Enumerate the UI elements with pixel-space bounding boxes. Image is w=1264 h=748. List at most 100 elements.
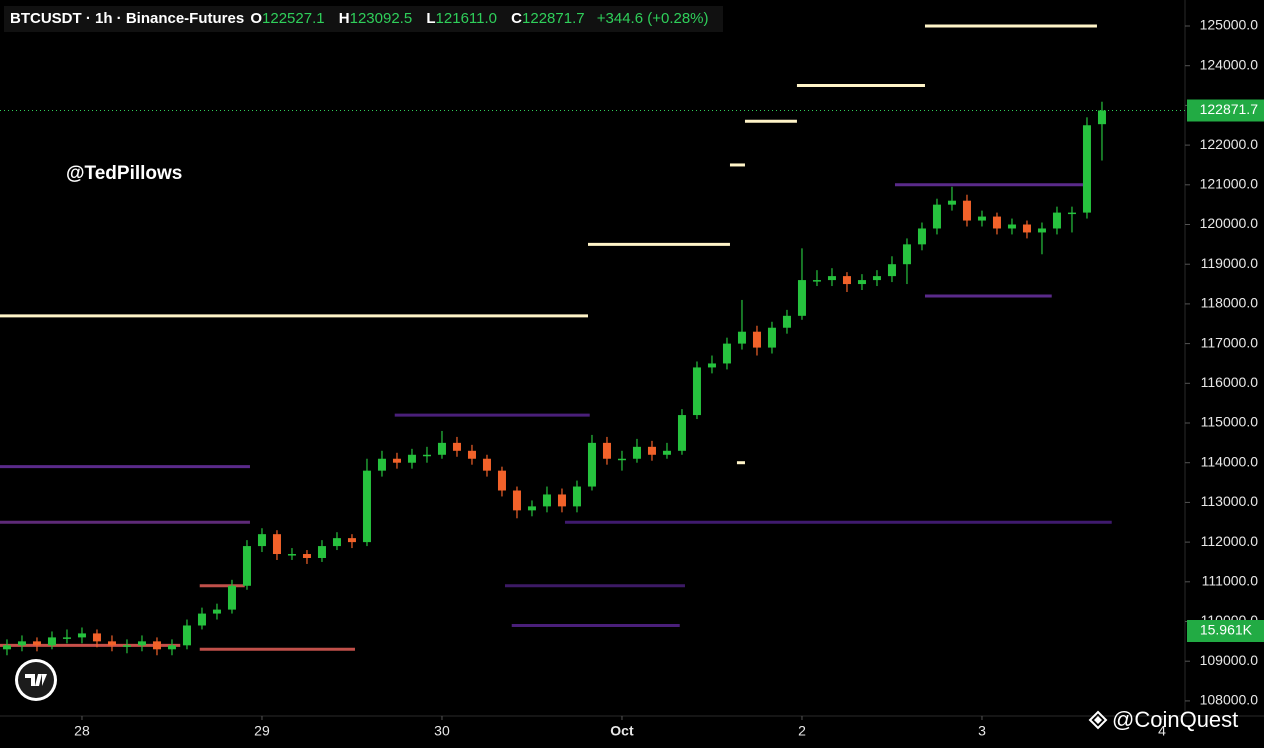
candle-body <box>737 331 746 344</box>
symbol: BTCUSDT · 1h · Binance-Futures <box>10 10 245 27</box>
x-tick-label: 28 <box>74 723 90 739</box>
x-tick-label: 3 <box>978 723 986 739</box>
last-price-label: 122871.7 <box>1200 101 1259 117</box>
candle-body <box>887 264 896 277</box>
candle-body <box>617 458 626 461</box>
candle-body <box>302 554 311 558</box>
candle-body <box>32 641 41 646</box>
candle-body <box>452 442 461 451</box>
o-label: O <box>250 10 263 27</box>
candle-body <box>467 450 476 459</box>
candle-body <box>47 637 56 646</box>
candle-body <box>1067 212 1076 215</box>
y-tick-label: 118000.0 <box>1201 295 1259 311</box>
open-value: 122527.1 <box>262 10 325 27</box>
candle-body <box>497 470 506 491</box>
tv-logo <box>15 659 57 701</box>
candle-body <box>212 609 221 614</box>
candle-body <box>422 454 431 457</box>
x-tick-label: 30 <box>434 723 450 739</box>
y-tick-label: 111000.0 <box>1202 573 1259 589</box>
candle-body <box>602 442 611 459</box>
y-tick-label: 117000.0 <box>1201 334 1259 350</box>
candle-body <box>902 244 911 265</box>
last-price-tag <box>1187 99 1264 122</box>
candle-body <box>767 327 776 348</box>
candle-body <box>62 637 71 639</box>
candle-body <box>917 228 926 245</box>
candle-body <box>677 415 686 451</box>
candle-body <box>242 546 251 586</box>
close-value: 122871.7 <box>522 10 585 27</box>
candle-body <box>122 645 131 647</box>
source-label: @CoinQuest <box>1112 707 1238 732</box>
candle-body <box>1037 228 1046 233</box>
candle-body <box>632 446 641 459</box>
watermark: @TedPillows <box>66 163 182 184</box>
candle-body <box>692 367 701 416</box>
candle-body <box>782 315 791 328</box>
candle-body <box>182 625 191 646</box>
y-tick-label: 109000.0 <box>1200 652 1259 668</box>
candle-body <box>152 641 161 650</box>
y-tick-label: 125000.0 <box>1200 17 1259 33</box>
candle-body <box>407 454 416 463</box>
c-label: C <box>511 10 523 27</box>
candle-body <box>1082 125 1091 213</box>
candle-body <box>272 534 281 555</box>
candle-body <box>542 494 551 507</box>
candle-body <box>437 442 446 455</box>
volume-label: 15.961K <box>1200 622 1253 638</box>
candle-body <box>962 200 971 221</box>
candle-body <box>77 633 86 638</box>
candle-body <box>107 641 116 646</box>
x-tick-label: 29 <box>254 723 270 739</box>
header: BTCUSDT · 1h · Binance-Futures O122527.1… <box>4 6 723 32</box>
y-tick-label: 124000.0 <box>1200 56 1259 72</box>
h-label: H <box>338 10 350 27</box>
candle-body <box>857 280 866 285</box>
candle-body <box>647 446 656 455</box>
candle-body <box>752 331 761 348</box>
candle-body <box>512 490 521 511</box>
y-tick-label: 115000.0 <box>1201 414 1259 430</box>
x-tick-label: 4 <box>1158 723 1166 739</box>
change-value: +344.6 (+0.28%) <box>596 10 709 27</box>
x-tick-label: 2 <box>798 723 806 739</box>
source-icon <box>1088 710 1108 730</box>
candle-body <box>362 470 371 543</box>
candle-body <box>197 613 206 626</box>
y-tick-label: 122000.0 <box>1200 136 1259 152</box>
candle-body <box>587 442 596 487</box>
high-value: 123092.5 <box>349 10 413 27</box>
candle-body <box>227 585 236 610</box>
y-tick-label: 114000.0 <box>1201 453 1259 469</box>
candle-body <box>2 645 11 650</box>
candle-body <box>257 534 266 547</box>
candle-body <box>1022 224 1031 233</box>
candle-body <box>1097 110 1106 125</box>
candle-body <box>662 450 671 455</box>
low-value: 121611.0 <box>435 10 497 27</box>
candle-body <box>977 216 986 221</box>
y-tick-label: 116000.0 <box>1201 374 1259 390</box>
y-tick-label: 113000.0 <box>1201 493 1259 509</box>
candle-body <box>932 204 941 229</box>
candle-body <box>137 641 146 646</box>
candle-body <box>92 633 101 642</box>
candle-body <box>827 276 836 281</box>
candle-body <box>1007 224 1016 229</box>
candle-body <box>1052 212 1061 229</box>
candle-body <box>377 458 386 471</box>
candle-body <box>17 641 26 646</box>
l-label: L <box>426 10 436 27</box>
candle-body <box>527 506 536 511</box>
candle-body <box>557 494 566 507</box>
candle-body <box>812 280 821 282</box>
candle-body <box>332 538 341 547</box>
y-tick-label: 120000.0 <box>1200 215 1259 231</box>
candle-body <box>572 486 581 507</box>
candle-body <box>287 554 296 556</box>
